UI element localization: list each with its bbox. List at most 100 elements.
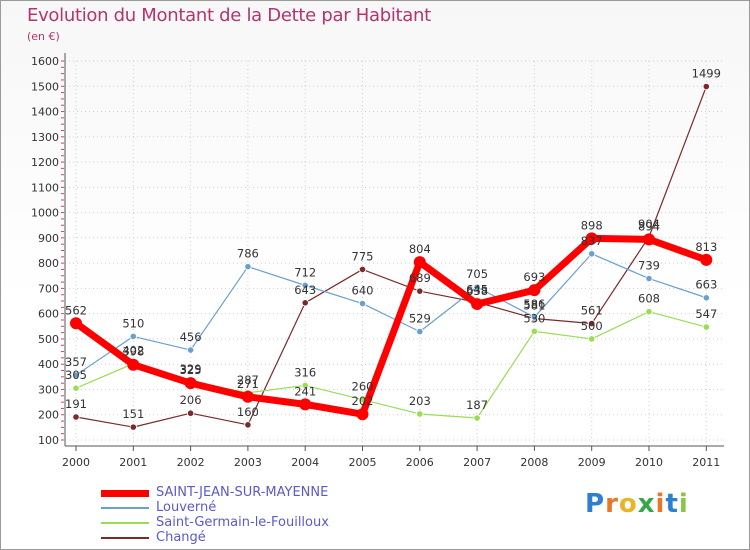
- data-label: 705: [466, 267, 488, 281]
- data-label: 203: [409, 394, 431, 408]
- data-point: [585, 232, 598, 245]
- data-label: 904: [638, 217, 660, 231]
- data-label: 562: [65, 303, 87, 317]
- data-label: 586: [523, 297, 545, 311]
- data-point: [528, 284, 541, 297]
- data-point: [187, 346, 195, 354]
- data-point: [416, 410, 424, 418]
- data-label: 547: [695, 307, 717, 321]
- data-label: 151: [122, 407, 144, 421]
- data-label: 663: [695, 278, 717, 292]
- data-point: [700, 253, 713, 266]
- y-tick-label: 1300: [31, 131, 59, 144]
- data-label: 260: [352, 380, 374, 394]
- proxiti-logo: Proxiti: [585, 489, 689, 519]
- data-label: 357: [65, 355, 87, 369]
- y-tick-label: 200: [38, 409, 59, 422]
- data-point: [702, 323, 710, 331]
- y-tick-label: 1600: [31, 55, 59, 68]
- x-tick-label: 2010: [635, 456, 663, 469]
- x-tick-label: 2011: [692, 456, 720, 469]
- x-tick-label: 2000: [62, 456, 90, 469]
- y-tick-label: 400: [38, 358, 59, 371]
- data-point: [127, 358, 140, 371]
- series-line-1: [75, 253, 707, 376]
- data-label: 271: [237, 377, 259, 391]
- data-point: [416, 287, 424, 295]
- data-point: [358, 299, 367, 308]
- y-tick-label: 1100: [31, 181, 59, 194]
- data-label: 638: [466, 284, 488, 298]
- data-label: 456: [180, 330, 202, 344]
- y-tick-label: 1200: [31, 156, 59, 169]
- data-label: 325: [180, 363, 202, 377]
- data-label: 187: [466, 398, 488, 412]
- y-tick-label: 1400: [31, 106, 59, 119]
- y-tick-label: 1500: [31, 80, 59, 93]
- data-label: 1499: [692, 67, 721, 81]
- y-tick-label: 500: [38, 333, 59, 346]
- data-point: [416, 328, 424, 336]
- data-point: [645, 308, 653, 316]
- data-label: 739: [638, 259, 660, 273]
- data-point: [413, 256, 426, 269]
- data-point: [473, 283, 481, 291]
- data-point: [530, 313, 539, 321]
- data-label: 712: [294, 265, 316, 279]
- data-label: 287: [237, 373, 259, 387]
- data-point: [241, 390, 254, 403]
- data-label: 640: [352, 284, 374, 298]
- series-line-0: [72, 234, 710, 418]
- data-label: 837: [581, 234, 603, 248]
- data-point: [588, 319, 596, 328]
- data-point: [72, 371, 80, 379]
- data-point: [187, 409, 195, 417]
- data-label: 804: [409, 242, 431, 256]
- legend-swatch: [101, 489, 149, 497]
- data-label: 898: [581, 218, 603, 232]
- data-label: 316: [294, 365, 316, 379]
- data-point: [645, 274, 653, 283]
- series-line-2: [75, 311, 707, 419]
- y-tick-label: 300: [38, 383, 59, 396]
- x-tick-label: 2003: [234, 456, 262, 469]
- x-tick-label: 2008: [520, 456, 548, 469]
- data-point: [702, 82, 710, 91]
- x-tick-label: 2002: [177, 456, 205, 469]
- data-point: [244, 421, 252, 429]
- data-point: [358, 265, 367, 274]
- data-point: [129, 423, 137, 431]
- data-point: [244, 263, 252, 271]
- data-label: 529: [409, 312, 431, 326]
- legend-swatch: [101, 522, 149, 524]
- data-point: [530, 327, 539, 335]
- legend-label: Saint-Germain-le-Fouilloux: [156, 515, 329, 530]
- data-label: 305: [65, 368, 87, 382]
- data-label: 191: [65, 397, 87, 411]
- data-label: 689: [409, 271, 431, 285]
- data-point: [301, 281, 309, 289]
- legend-label: Changé: [156, 530, 206, 545]
- data-point: [702, 294, 710, 302]
- y-tick-label: 100: [38, 434, 59, 447]
- legend-swatch: [101, 507, 149, 509]
- data-label: 398: [122, 345, 144, 359]
- data-label: 510: [122, 316, 144, 330]
- y-tick-label: 600: [38, 308, 59, 321]
- data-label: 530: [523, 311, 545, 325]
- x-tick-label: 2001: [119, 456, 147, 469]
- data-label: 643: [294, 283, 316, 297]
- data-label: 329: [180, 362, 202, 376]
- unit-label: (en €): [27, 30, 60, 43]
- data-label: 402: [122, 344, 144, 358]
- data-label: 645: [466, 282, 488, 296]
- data-point: [72, 384, 80, 392]
- legend-label: Louverné: [156, 500, 217, 515]
- data-label: 160: [237, 405, 259, 419]
- data-point: [588, 335, 596, 343]
- data-point: [356, 408, 369, 421]
- data-point: [588, 250, 596, 258]
- x-tick-label: 2005: [349, 456, 377, 469]
- legend-swatch: [101, 537, 149, 539]
